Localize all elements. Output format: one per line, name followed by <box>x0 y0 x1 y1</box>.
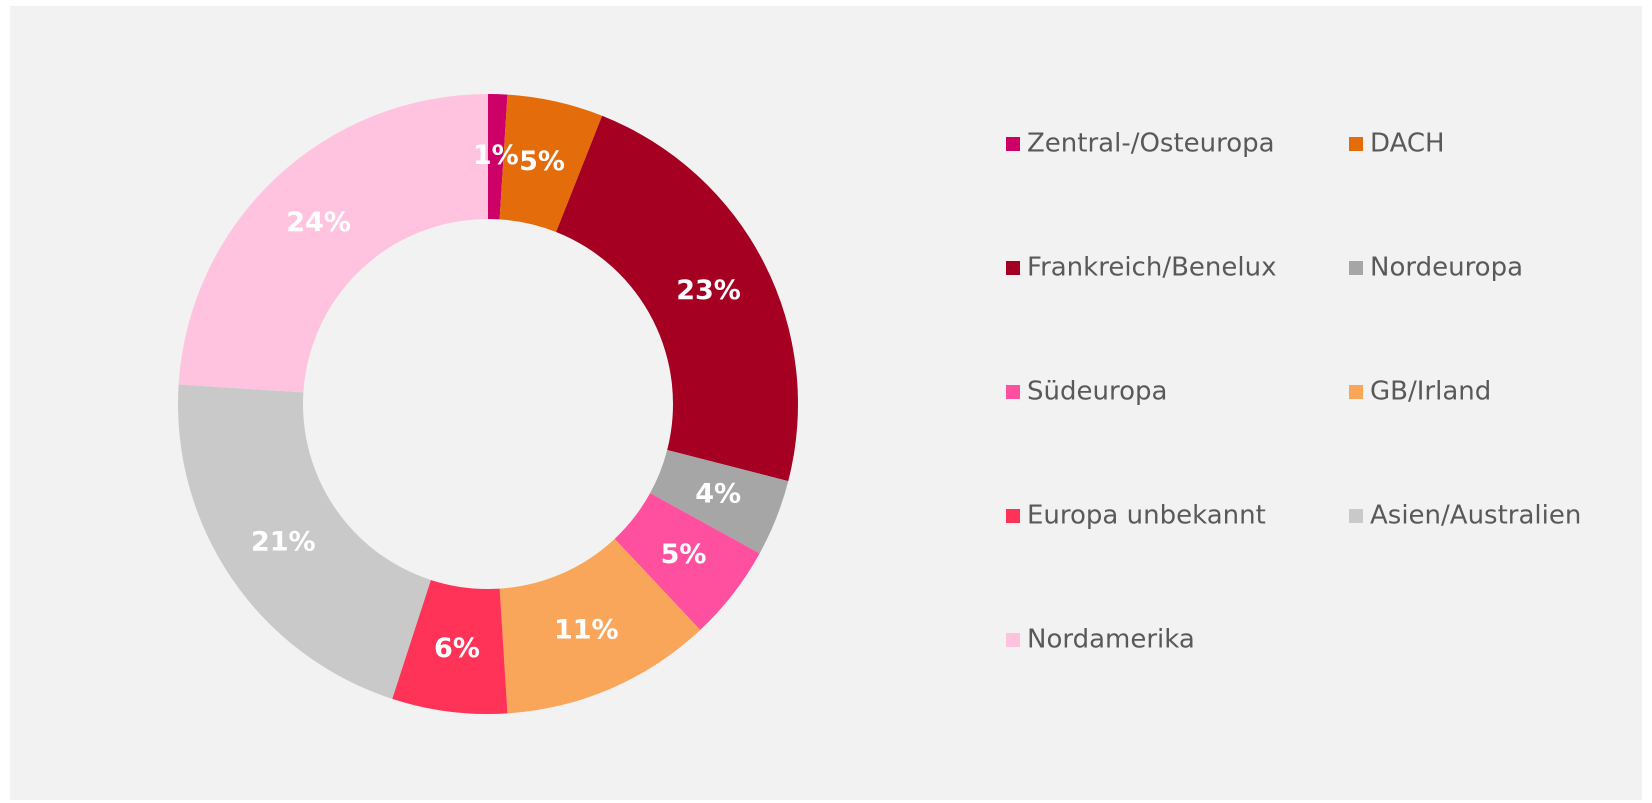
donut-slice <box>392 579 508 714</box>
donut-slice <box>614 493 760 630</box>
data-label: 23% <box>676 275 741 306</box>
legend-swatch <box>1349 261 1363 275</box>
legend-label: Asien/Australien <box>1370 501 1581 531</box>
legend-label: Nordamerika <box>1027 625 1195 655</box>
donut-slice <box>556 115 798 482</box>
legend-swatch <box>1006 633 1020 647</box>
legend-swatch <box>1349 137 1363 151</box>
data-label: 21% <box>251 527 316 558</box>
legend-label: Zentral-/Osteuropa <box>1027 129 1275 159</box>
donut-slice <box>499 538 701 714</box>
legend-swatch <box>1006 509 1020 523</box>
legend-label: Südeuropa <box>1027 377 1167 407</box>
donut-slice <box>650 450 789 554</box>
data-label: 24% <box>286 207 351 238</box>
donut-slice <box>178 94 489 393</box>
legend-label: Frankreich/Benelux <box>1027 253 1277 283</box>
legend-label: GB/Irland <box>1370 377 1491 407</box>
legend-swatch <box>1349 385 1363 399</box>
legend-swatch <box>1006 385 1020 399</box>
data-label: 5% <box>661 539 707 570</box>
donut-slice <box>499 94 603 232</box>
data-label: 4% <box>695 479 741 510</box>
legend-swatch <box>1349 509 1363 523</box>
legend-label: Europa unbekannt <box>1027 501 1266 531</box>
legend-label: DACH <box>1370 129 1445 159</box>
data-label: 11% <box>554 615 619 646</box>
data-label: 1% <box>473 140 519 171</box>
legend-swatch <box>1006 261 1020 275</box>
data-label: 6% <box>434 633 480 664</box>
legend-swatch <box>1006 137 1020 151</box>
data-label: 5% <box>519 146 565 177</box>
donut-slice <box>177 384 431 699</box>
legend-label: Nordeuropa <box>1370 253 1523 283</box>
donut-slice <box>488 94 508 220</box>
